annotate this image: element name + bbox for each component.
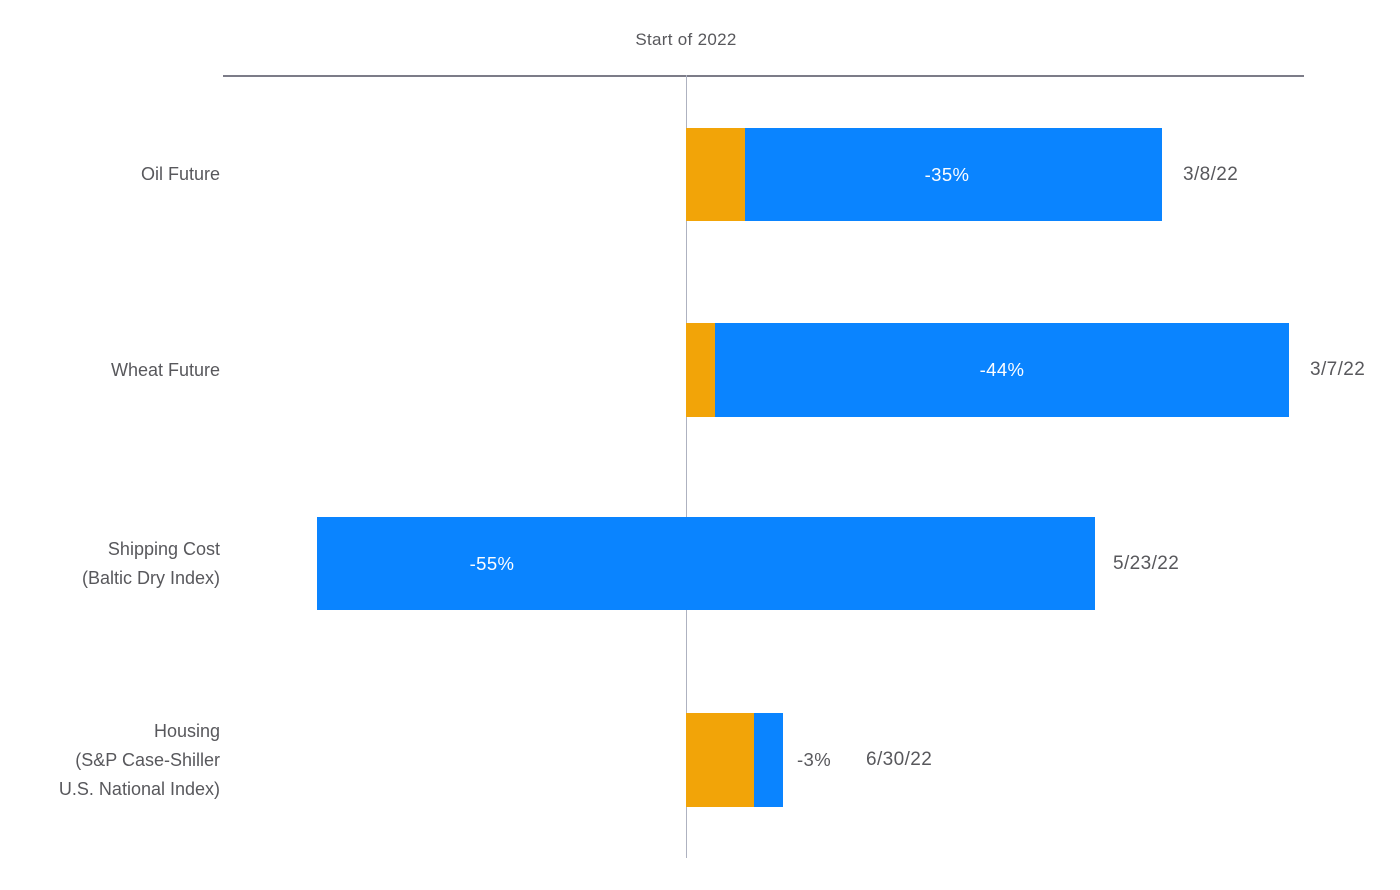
wheat-future-decline-from-peak-bar	[715, 323, 1289, 417]
row-label-line: (S&P Case-Shiller	[75, 749, 220, 770]
row-label-line: Housing	[153, 720, 220, 741]
top-baseline-rule	[223, 75, 1304, 77]
oil-future-peak-date: 3/8/22	[1183, 163, 1239, 185]
oil-future-decline-label: -35%	[924, 163, 970, 185]
shipping-cost-decline-from-peak-bar	[317, 517, 1095, 610]
vertical-axis-rule	[686, 75, 688, 858]
row-label-line: (Baltic Dry Index)	[81, 567, 220, 588]
wheat-future-peak-date: 3/7/22	[1310, 359, 1366, 380]
oil-future-decline-from-peak-bar	[745, 128, 1162, 221]
row-label-shipping-cost: Shipping Cost (Baltic Dry Index)	[82, 535, 220, 593]
row-label-line: U.S. National Index)	[58, 778, 220, 799]
chart-title: Start of 2022	[635, 30, 737, 49]
row-label-housing: Housing (S&P Case-Shiller U.S. National In…	[59, 717, 220, 804]
housing-rise-to-peak-bar	[686, 713, 754, 807]
wheat-future-decline-label: -44%	[979, 359, 1025, 380]
row-label-oil-future: Oil Future	[141, 160, 220, 189]
housing-peak-date: 6/30/22	[866, 749, 933, 770]
oil-future-rise-to-peak-bar	[686, 128, 745, 221]
row-label-line: Shipping Cost	[107, 538, 220, 559]
row-label-line: Wheat Future	[110, 359, 220, 380]
shipping-cost-peak-date: 5/23/22	[1113, 552, 1180, 574]
shipping-cost-decline-label: -55%	[469, 552, 515, 574]
row-label-line: Oil Future	[140, 164, 220, 184]
row-label-wheat-future: Wheat Future	[111, 356, 220, 385]
housing-decline-label: -3%	[797, 749, 832, 770]
wheat-future-rise-to-peak-bar	[686, 323, 715, 417]
housing-decline-from-peak-bar	[754, 713, 783, 807]
